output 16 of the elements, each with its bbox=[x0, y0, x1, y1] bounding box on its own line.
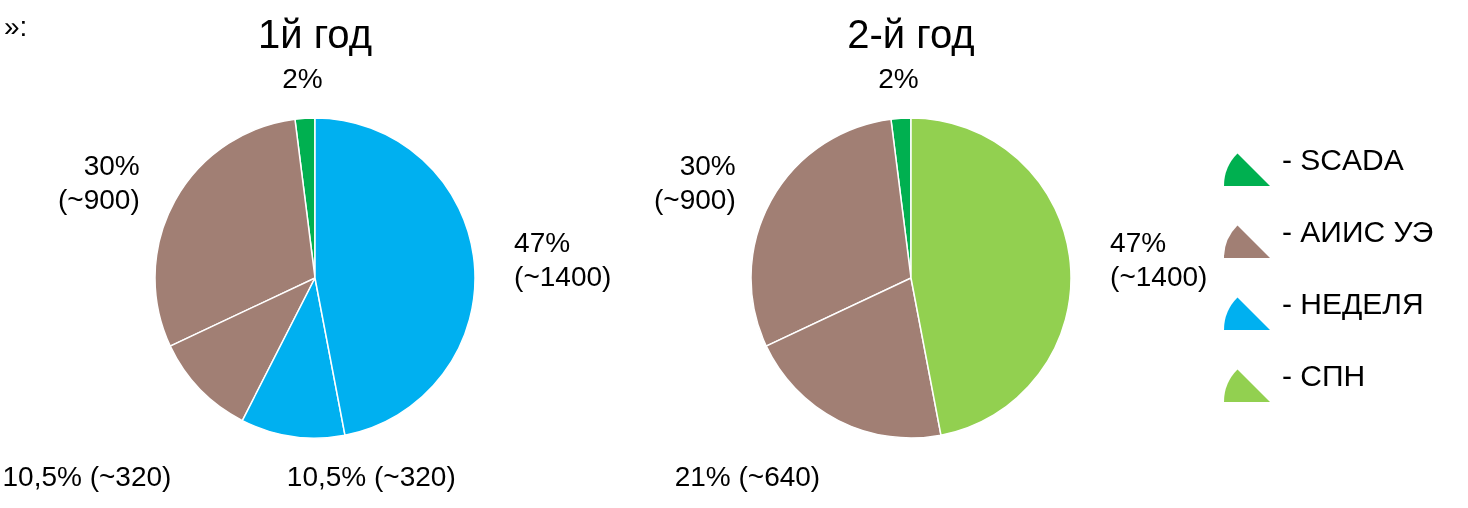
legend-label: - SCADA bbox=[1282, 143, 1404, 176]
legend-label: - НЕДЕЛЯ bbox=[1282, 287, 1424, 320]
chart-title: 2-й год bbox=[847, 12, 975, 56]
data-label: 47% (~1400) bbox=[514, 227, 612, 293]
data-label: 30% (~900) bbox=[58, 149, 140, 215]
legend-label: - СПН bbox=[1282, 359, 1366, 392]
text: »: bbox=[4, 11, 28, 42]
data-label: 47% (~1400) bbox=[1110, 227, 1208, 293]
data-label: 10,5% (~320) bbox=[286, 461, 456, 492]
chart-title: 1й год bbox=[257, 12, 373, 56]
data-label: 2% bbox=[878, 63, 919, 95]
data-label: 10,5% (~320) bbox=[2, 461, 172, 492]
legend-label: - АИИС УЭ bbox=[1282, 215, 1434, 248]
data-label: 30% (~900) bbox=[654, 149, 736, 215]
data-label: 21% (~640) bbox=[674, 461, 821, 492]
data-label: 2% bbox=[282, 63, 323, 95]
